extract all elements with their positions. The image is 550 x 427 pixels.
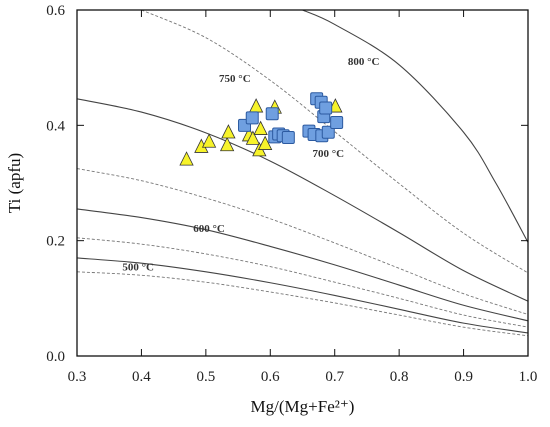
triangle-point bbox=[248, 98, 264, 113]
isotherm-label-1: 800 °C bbox=[348, 56, 380, 68]
isotherm-curve-5 bbox=[77, 208, 528, 322]
triangle-point bbox=[201, 133, 217, 148]
y-tick-label: 0.2 bbox=[46, 234, 65, 250]
y-tick-label: 0.6 bbox=[46, 3, 65, 19]
isotherm-label-4: 600 °C bbox=[193, 223, 225, 235]
x-tick-label: 0.3 bbox=[68, 369, 87, 385]
x-tick-label: 1.0 bbox=[519, 369, 538, 385]
plot-frame bbox=[76, 9, 529, 357]
square-point bbox=[321, 125, 335, 139]
y-tick-label: 0.4 bbox=[46, 118, 65, 134]
triangle-point bbox=[257, 135, 273, 150]
x-tick-label: 0.5 bbox=[196, 369, 215, 385]
isotherm-label-3: 700 °C bbox=[312, 148, 344, 160]
triangle-point bbox=[221, 124, 236, 139]
isotherm-labels: 800 °C 750 °C 700 °C 600 °C 500 °C bbox=[122, 56, 379, 274]
square-point bbox=[245, 111, 259, 125]
isotherm-curve-2 bbox=[302, 10, 528, 243]
triangle-point bbox=[179, 151, 194, 166]
x-tick-label: 0.4 bbox=[132, 369, 151, 385]
x-tick-label: 0.6 bbox=[261, 369, 280, 385]
data-points bbox=[179, 92, 344, 166]
axis-ticks: 0.3 0.4 0.5 0.6 0.7 0.8 0.9 1.0 0.0 0.2 0.4 0.6 bbox=[46, 3, 537, 385]
y-tick-label: 0.0 bbox=[46, 349, 65, 365]
isotherm-curve-8 bbox=[77, 271, 528, 337]
isotherm-label-2: 750 °C bbox=[219, 73, 251, 85]
square-point bbox=[319, 101, 333, 115]
isotherm-curves bbox=[77, 10, 528, 337]
isotherm-label-5: 500 °C bbox=[122, 262, 154, 274]
y-axis-title: Ti (apfu) bbox=[5, 153, 24, 213]
x-tick-label: 0.9 bbox=[454, 369, 473, 385]
isotherm-curve-3 bbox=[77, 98, 528, 302]
x-tick-label: 0.7 bbox=[325, 369, 344, 385]
square-point bbox=[281, 130, 295, 144]
isotherm-curve-1 bbox=[141, 10, 528, 274]
triangle-point bbox=[219, 136, 235, 152]
square-point bbox=[330, 115, 344, 129]
x-tick-label: 0.8 bbox=[390, 369, 409, 385]
triangle-point bbox=[253, 120, 268, 135]
square-point bbox=[265, 107, 279, 121]
triangle-point bbox=[245, 130, 261, 145]
isotherm-curve-7 bbox=[77, 257, 528, 334]
x-axis-title: Mg/(Mg+Fe²⁺) bbox=[251, 397, 355, 416]
isotherm-curve-4 bbox=[77, 168, 528, 315]
isotherm-curve-6 bbox=[77, 237, 528, 328]
